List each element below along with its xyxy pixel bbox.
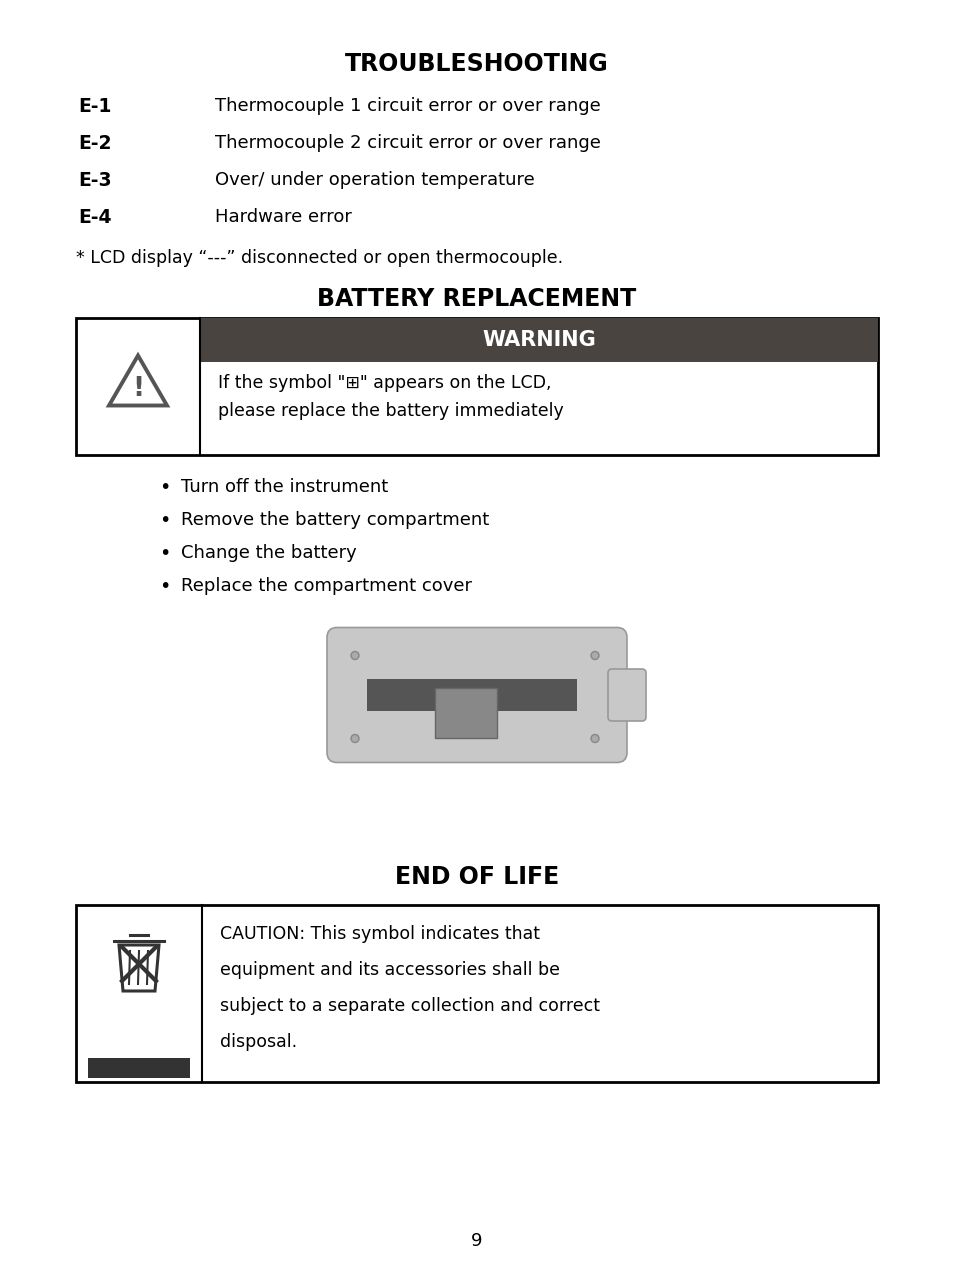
Bar xyxy=(76,904,877,1082)
Text: E-4: E-4 xyxy=(78,209,112,226)
Text: Over/ under operation temperature: Over/ under operation temperature xyxy=(214,170,535,190)
Text: CAUTION: This symbol indicates that: CAUTION: This symbol indicates that xyxy=(220,925,539,943)
Text: •: • xyxy=(159,577,171,597)
Text: !: ! xyxy=(132,375,144,402)
Text: TROUBLESHOOTING: TROUBLESHOOTING xyxy=(345,52,608,76)
Text: Change the battery: Change the battery xyxy=(181,544,356,562)
Text: WARNING: WARNING xyxy=(481,329,596,350)
Text: If the symbol "⊞" appears on the LCD,: If the symbol "⊞" appears on the LCD, xyxy=(218,374,551,392)
Text: disposal.: disposal. xyxy=(220,1033,296,1051)
Text: subject to a separate collection and correct: subject to a separate collection and cor… xyxy=(220,997,599,1015)
Text: equipment and its accessories shall be: equipment and its accessories shall be xyxy=(220,962,559,979)
Text: Turn off the instrument: Turn off the instrument xyxy=(181,478,388,496)
Bar xyxy=(76,318,877,455)
Text: * LCD display “---” disconnected or open thermocouple.: * LCD display “---” disconnected or open… xyxy=(76,249,562,267)
Text: •: • xyxy=(159,478,171,497)
Text: E-1: E-1 xyxy=(78,97,112,116)
Circle shape xyxy=(351,651,358,659)
Text: •: • xyxy=(159,544,171,563)
Bar xyxy=(435,687,497,738)
Text: Thermocouple 2 circuit error or over range: Thermocouple 2 circuit error or over ran… xyxy=(214,134,600,151)
Text: Remove the battery compartment: Remove the battery compartment xyxy=(181,511,489,529)
Bar xyxy=(200,318,877,363)
Circle shape xyxy=(590,651,598,659)
Text: please replace the battery immediately: please replace the battery immediately xyxy=(218,402,563,420)
Text: Thermocouple 1 circuit error or over range: Thermocouple 1 circuit error or over ran… xyxy=(214,97,600,114)
Bar xyxy=(367,679,577,711)
Bar xyxy=(88,1058,190,1077)
Text: E-3: E-3 xyxy=(78,170,112,190)
Text: BATTERY REPLACEMENT: BATTERY REPLACEMENT xyxy=(317,287,636,310)
Text: END OF LIFE: END OF LIFE xyxy=(395,865,558,889)
FancyBboxPatch shape xyxy=(327,627,626,762)
Text: •: • xyxy=(159,511,171,530)
Circle shape xyxy=(590,734,598,743)
Text: 9: 9 xyxy=(471,1233,482,1250)
Circle shape xyxy=(351,734,358,743)
Text: Replace the compartment cover: Replace the compartment cover xyxy=(181,577,472,595)
FancyBboxPatch shape xyxy=(607,669,645,721)
Text: E-2: E-2 xyxy=(78,134,112,153)
Text: Hardware error: Hardware error xyxy=(214,209,352,226)
